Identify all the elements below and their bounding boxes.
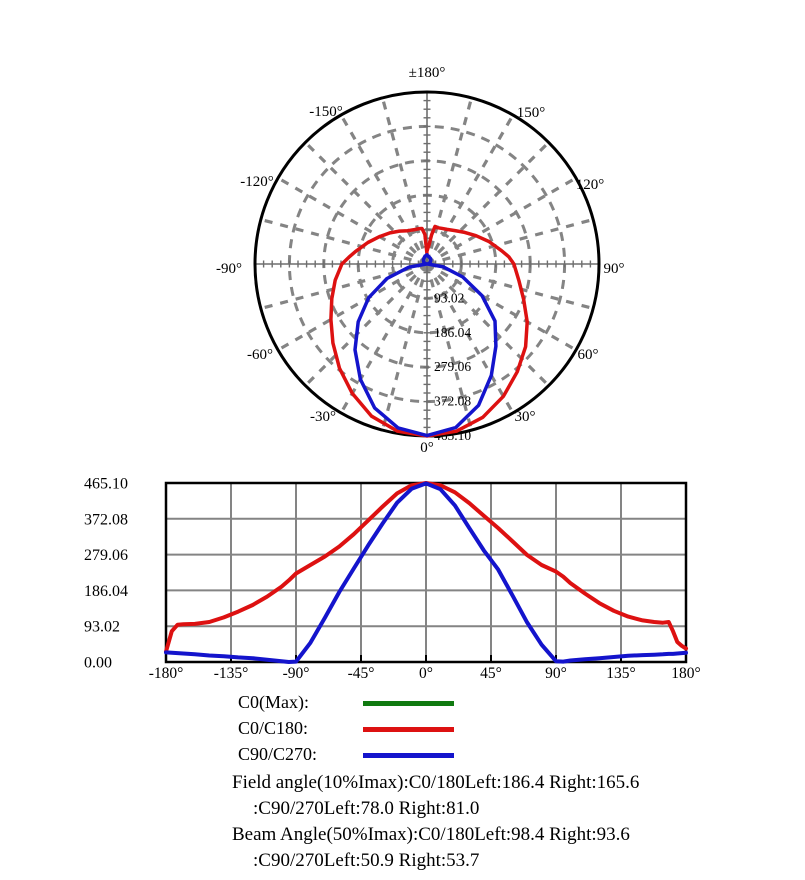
polar-grid-spoke — [277, 262, 428, 352]
polar-grid-spoke — [425, 114, 515, 265]
polar-grid-spoke — [304, 141, 429, 266]
cartesian-x-tick-label: 135° — [606, 665, 635, 682]
legend-label-c0c180: C0/C180: — [238, 718, 309, 738]
polar-grid-spoke — [426, 262, 594, 311]
polar-grid-spoke — [260, 217, 428, 266]
polar-grid-spoke — [426, 262, 577, 352]
polar-angle-label: -150° — [309, 104, 343, 120]
beam-angle-line-1: Beam Angle(50%Imax):C0/180Left:98.4 Righ… — [232, 824, 630, 845]
cartesian-y-tick-label: 279.06 — [84, 547, 128, 564]
polar-angle-label: 0° — [420, 440, 434, 456]
cartesian-x-tick-label: 0° — [419, 665, 433, 682]
polar-grid-spoke — [339, 114, 429, 265]
polar-grid-spoke — [339, 263, 429, 414]
legend-label-c0max: C0(Max): — [238, 692, 309, 712]
cartesian-x-tick-label: 45° — [480, 665, 502, 682]
cartesian-x-tick-label: -90° — [283, 665, 310, 682]
polar-grid-spoke — [304, 262, 429, 387]
polar-angle-label: -60° — [247, 347, 273, 363]
cartesian-curve-c0-c180 — [164, 481, 688, 654]
cartesian-x-tick-label: 90° — [545, 665, 567, 682]
cartesian-curve-c90-c270 — [164, 481, 688, 664]
cartesian-x-tick-label: -135° — [214, 665, 249, 682]
polar-radial-label: 93.02 — [434, 290, 464, 305]
cartesian-y-tick-label: 186.04 — [84, 583, 128, 600]
polar-curve-c90-c270 — [353, 253, 498, 438]
polar-radial-label: 279.06 — [434, 359, 471, 374]
legend-line-c0c180 — [363, 727, 454, 732]
polar-grid-spoke — [425, 262, 550, 387]
cartesian-x-tick-label: -45° — [348, 665, 375, 682]
polar-angle-label: 120° — [576, 177, 605, 193]
polar-angle-label: 60° — [578, 347, 599, 363]
polar-angle-label: -90° — [216, 261, 242, 277]
polar-grid-spoke — [426, 217, 594, 266]
polar-grid-spoke — [425, 97, 474, 265]
cartesian-x-tick-label: 180° — [671, 665, 700, 682]
polar-grid-spoke — [425, 263, 474, 431]
cartesian-y-tick-label: 465.10 — [84, 476, 128, 493]
beam-angle-line-2: :C90/270Left:50.9 Right:53.7 — [253, 850, 480, 871]
polar-angle-label: -30° — [310, 409, 336, 425]
polar-angle-label: 150° — [517, 105, 546, 121]
field-angle-line-1: Field angle(10%Imax):C0/180Left:186.4 Ri… — [232, 772, 640, 793]
polar-curve-c0-c180 — [329, 224, 529, 438]
polar-grid-spoke — [426, 176, 577, 266]
cartesian-y-tick-label: 93.02 — [84, 619, 120, 636]
cartesian-y-tick-label: 372.08 — [84, 511, 128, 528]
polar-radial-label: 372.08 — [434, 394, 471, 409]
polar-grid-spoke — [380, 263, 429, 431]
polar-angle-label: -120° — [240, 174, 274, 190]
legend-line-c0max — [363, 701, 454, 706]
legend-line-c90c270 — [363, 753, 454, 758]
cartesian-x-tick-label: -180° — [149, 665, 184, 682]
polar-angle-label: 90° — [604, 261, 625, 277]
cartesian-y-tick-label: 0.00 — [84, 655, 112, 672]
polar-angle-label: 30° — [515, 409, 536, 425]
polar-angle-label: ±180° — [409, 65, 446, 81]
polar-grid-spoke — [425, 263, 515, 414]
polar-radial-label: 186.04 — [434, 325, 471, 340]
polar-grid-spoke — [277, 176, 428, 266]
polar-grid-spoke — [260, 262, 428, 311]
field-angle-line-2: :C90/270Left:78.0 Right:81.0 — [253, 798, 480, 819]
polar-grid-spoke — [380, 97, 429, 265]
legend-label-c90c270: C90/C270: — [238, 744, 318, 764]
polar-grid-spoke — [425, 141, 550, 266]
